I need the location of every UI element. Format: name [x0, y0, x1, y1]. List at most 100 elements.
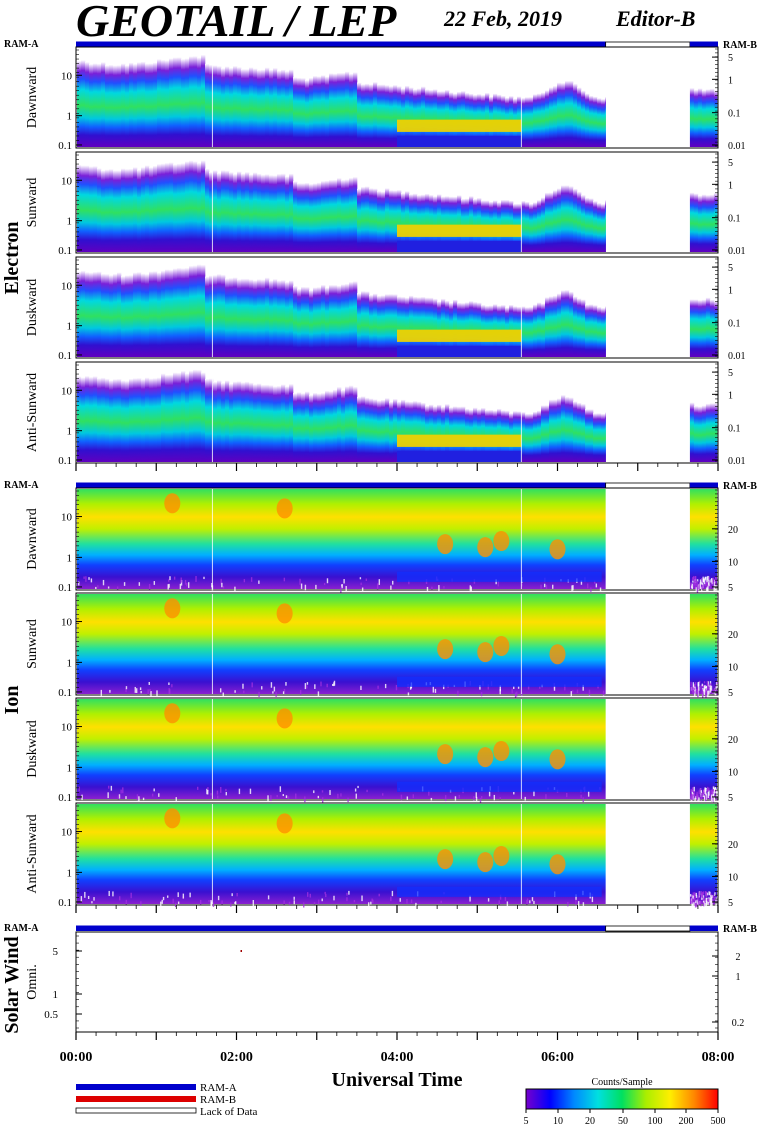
- spectrogram-column: [193, 56, 198, 148]
- spectrogram-column: [197, 264, 202, 357]
- spectrogram-speckle: [304, 683, 307, 690]
- spectrogram-speckle: [572, 585, 574, 591]
- spectrogram-speckle: [499, 685, 501, 692]
- spectrogram-speckle: [690, 686, 692, 691]
- spectrogram-column: [469, 300, 474, 357]
- spectrogram-column: [157, 377, 162, 462]
- spectrogram-speckle: [288, 901, 291, 906]
- spectrogram-column: [205, 378, 210, 462]
- spectrogram-speckle: [454, 796, 457, 801]
- spectrogram-speckle: [360, 582, 362, 586]
- spectrogram-column: [553, 85, 558, 147]
- spectrogram-speckle: [220, 578, 222, 585]
- spectrogram-speckle: [692, 577, 694, 581]
- y-tick-label: 10: [61, 722, 73, 734]
- spectrogram-column: [377, 191, 382, 252]
- spectrogram-speckle: [716, 587, 718, 593]
- spectrogram-speckle: [252, 900, 255, 906]
- spectrogram-column: [709, 299, 715, 357]
- spectrogram-speckle: [703, 685, 706, 690]
- spectrogram-column: [181, 163, 186, 252]
- spectrogram-panel: 5 1 0.5 2 1 0.2 Omni.: [25, 931, 744, 1033]
- panel-label: Duskward: [25, 279, 40, 337]
- spectrogram-speckle: [706, 898, 709, 902]
- spectrogram-speckle: [184, 579, 187, 585]
- spectrogram-column: [241, 173, 246, 252]
- spectrogram-column: [393, 398, 398, 462]
- spectrogram-column: [569, 80, 574, 147]
- spectrogram-column: [577, 402, 582, 462]
- spectrogram-column: [277, 280, 282, 357]
- spectrogram-speckle: [698, 797, 700, 803]
- spectrogram-speckle: [582, 902, 585, 907]
- spectrogram-speckle: [696, 579, 699, 582]
- spectrogram-speckle: [306, 685, 308, 689]
- spectrogram-speckle: [177, 892, 179, 898]
- spectrogram-speckle: [599, 587, 602, 594]
- spectrogram-column: [693, 299, 699, 357]
- right-tick-label: 5: [728, 793, 733, 804]
- spectrogram-column: [557, 82, 562, 147]
- spectrogram-speckle: [709, 687, 712, 693]
- spectrogram-speckle: [701, 580, 704, 583]
- spectrogram-speckle: [169, 576, 171, 581]
- spectrogram-column: [285, 176, 290, 252]
- spectrogram-column: [145, 165, 150, 252]
- spectrogram-speckle: [715, 686, 717, 691]
- spectrogram-column: [221, 274, 226, 357]
- x-tick-label: 08:00: [702, 1050, 735, 1065]
- spectrogram-speckle: [704, 583, 706, 587]
- spectrogram-column: [317, 393, 322, 462]
- spectrogram-column: [545, 297, 550, 357]
- spectrogram-speckle: [698, 681, 700, 687]
- y-tick-label: 10: [61, 385, 73, 397]
- spectrogram-column: [329, 391, 334, 462]
- spectrogram-column: [369, 398, 374, 462]
- spectrogram-speckle: [231, 893, 233, 897]
- spectrogram-column: [149, 63, 154, 147]
- spectrogram-speckle: [357, 785, 359, 789]
- spectrogram-speckle: [116, 586, 119, 590]
- spectrogram-speckle: [409, 686, 412, 690]
- spectrogram-column: [589, 95, 594, 147]
- spectrogram-speckle: [299, 690, 302, 695]
- right-tick-label: 5: [728, 898, 733, 909]
- spectrogram-speckle: [324, 891, 326, 895]
- spectrogram-column: [117, 272, 122, 357]
- spectrogram-column: [561, 394, 566, 462]
- editor-label: Editor-B: [616, 6, 696, 31]
- spectrogram-column: [605, 96, 606, 147]
- spectrogram-speckle: [700, 901, 702, 907]
- spectrogram-speckle: [151, 793, 154, 797]
- spectrogram-speckle: [85, 576, 87, 582]
- spectrogram-speckle: [428, 790, 430, 796]
- spectrogram-column: [161, 163, 166, 252]
- spectrogram-speckle: [708, 687, 711, 691]
- spectrogram-column: [261, 279, 266, 357]
- spectrogram-speckle: [700, 581, 702, 585]
- panel-label: Dawnward: [25, 67, 40, 128]
- spectrogram-speckle: [340, 793, 342, 797]
- spectrogram-speckle: [694, 892, 696, 896]
- spectrogram-speckle: [250, 577, 253, 582]
- spectrogram-column: [377, 400, 382, 462]
- spectrogram-hotspot: [549, 644, 566, 665]
- spectrogram-column: [137, 169, 142, 252]
- spectrogram-column: [601, 413, 606, 462]
- spectrogram-speckle: [276, 794, 278, 798]
- spectrogram-speckle: [392, 580, 394, 585]
- spectrogram-speckle: [714, 579, 717, 585]
- spectrogram-column: [113, 65, 118, 147]
- spectrogram-speckle: [714, 576, 717, 581]
- spectrogram-column: [405, 85, 410, 147]
- spectrogram-speckle: [283, 900, 285, 905]
- spectrogram-speckle: [354, 788, 357, 792]
- spectrogram-column: [289, 69, 294, 147]
- spectrogram-column: [349, 73, 354, 147]
- y-tick-label: 0.1: [58, 897, 72, 909]
- spectrogram-column: [565, 80, 570, 147]
- y-tick-label: 1: [67, 426, 73, 438]
- spectrogram-column: [93, 165, 98, 252]
- ram-segment-lack: [605, 482, 691, 489]
- spectrogram-speckle: [390, 896, 392, 902]
